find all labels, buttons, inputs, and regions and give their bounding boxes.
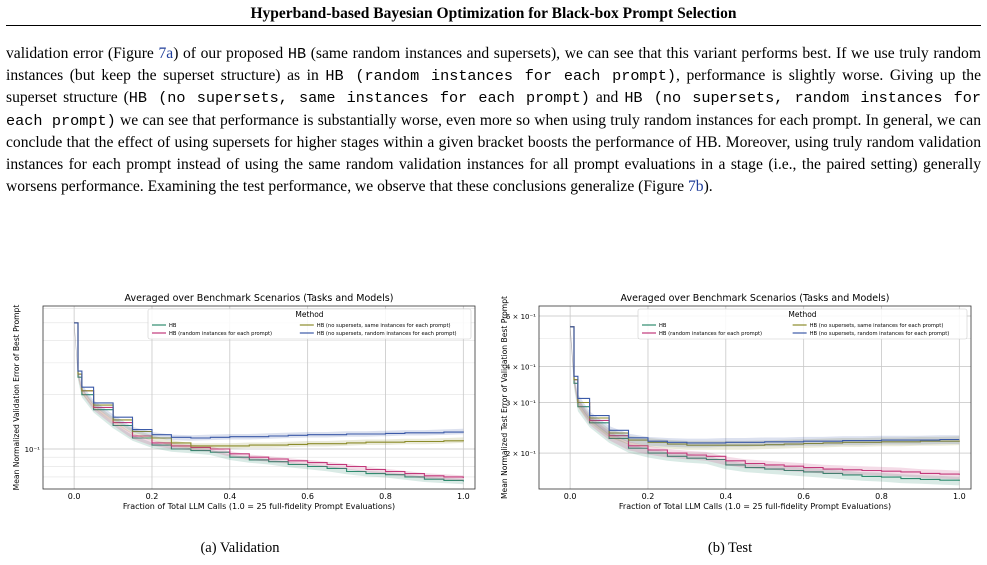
body-paragraph: validation error (Figure 7a) of our prop… [6,43,981,198]
plot-frame [538,305,972,490]
x-axis-label: Fraction of Total LLM Calls (1.0 = 25 fu… [619,502,891,511]
figure-7a: Averaged over Benchmark Scenarios (Tasks… [10,290,480,522]
paragraph-text: ). [703,178,713,196]
legend-entry: HB [169,323,177,329]
paragraph-text: validation error (Figure [6,45,159,62]
caption-b: (b) Test [707,540,753,556]
x-axis-label: Fraction of Total LLM Calls (1.0 = 25 fu… [123,502,395,511]
series-line [74,322,464,439]
header-rule [6,25,981,26]
paragraph-text: , performance is slightly worse. Giving … [6,67,982,107]
x-tick-label: 0.0 [564,492,577,501]
series-band [570,322,960,448]
y-tick-label: 2 × 10⁻¹ [506,450,536,458]
figure-7b: Averaged over Benchmark Scenarios (Tasks… [498,290,976,522]
chart-validation: Averaged over Benchmark Scenarios (Tasks… [12,293,476,511]
x-tick-label: 0.4 [719,492,732,501]
x-tick-label: 0.8 [875,492,888,501]
series-line [74,322,464,478]
legend-entry: HB (random instances for each prompt) [659,331,762,337]
paragraph-text: and [589,89,625,107]
legend-title: Method [295,310,323,319]
method-name: HB (no supersets, random instances for e… [6,89,981,130]
legend-entry: HB (no supersets, random instances for e… [810,331,950,337]
x-tick-label: 0.2 [146,492,159,501]
x-tick-label: 0.6 [301,492,314,501]
x-tick-label: 0.2 [642,492,655,501]
chart-title: Averaged over Benchmark Scenarios (Tasks… [621,293,890,304]
y-tick-label: 3 × 10⁻¹ [506,399,536,407]
series-band [570,322,960,480]
x-tick-label: 0.8 [379,492,392,501]
method-name: HB (random instances for each prompt) [325,67,676,86]
legend-entry: HB (no supersets, same instances for eac… [810,323,944,329]
paragraph-text: we can see that performance is substanti… [6,111,981,196]
series-line [570,326,960,475]
method-name: HB [287,45,307,63]
series-line [570,326,960,444]
series-line [570,326,960,481]
legend-entry: HB (no supersets, same instances for eac… [317,323,451,329]
x-tick-label: 1.0 [953,492,966,501]
legend-entry: HB [659,323,667,329]
legend-box [147,308,472,340]
paragraph-text: ) of our proposed [173,45,288,62]
legend-entry: HB (no supersets, random instances for e… [317,331,457,337]
paragraph-text: (same random instances and supersets), w… [6,45,981,85]
series-line [74,322,464,447]
x-tick-label: 0.6 [797,492,810,501]
caption-a: (a) Validation [200,540,280,556]
chart-test: Averaged over Benchmark Scenarios (Tasks… [500,293,972,511]
y-axis-label: Mean Normalized Test Error of Validation… [500,296,509,499]
legend-title: Method [788,310,816,319]
plot-frame [42,305,476,490]
y-axis-label: Mean Normalized Validation Error of Best… [12,305,21,491]
x-tick-label: 1.0 [457,492,470,501]
chart-title: Averaged over Benchmark Scenarios (Tasks… [125,293,394,304]
y-tick-label: 6 × 10⁻¹ [506,313,536,321]
figure-ref-link[interactable]: 7b [687,178,704,196]
y-tick-label: 10⁻¹ [25,446,41,454]
legend-box [637,308,968,340]
method-name: HB (no supersets, same instances for eac… [128,89,590,108]
series-band [570,322,960,450]
legend-entry: HB (random instances for each prompt) [169,331,272,337]
x-tick-label: 0.4 [223,492,236,501]
y-tick-label: 4 × 10⁻¹ [506,364,536,372]
page-header: Hyperband-based Bayesian Optimization fo… [250,5,737,22]
figure-ref-link[interactable]: 7a [158,45,174,62]
x-tick-label: 0.0 [68,492,81,501]
series-line [570,326,960,446]
